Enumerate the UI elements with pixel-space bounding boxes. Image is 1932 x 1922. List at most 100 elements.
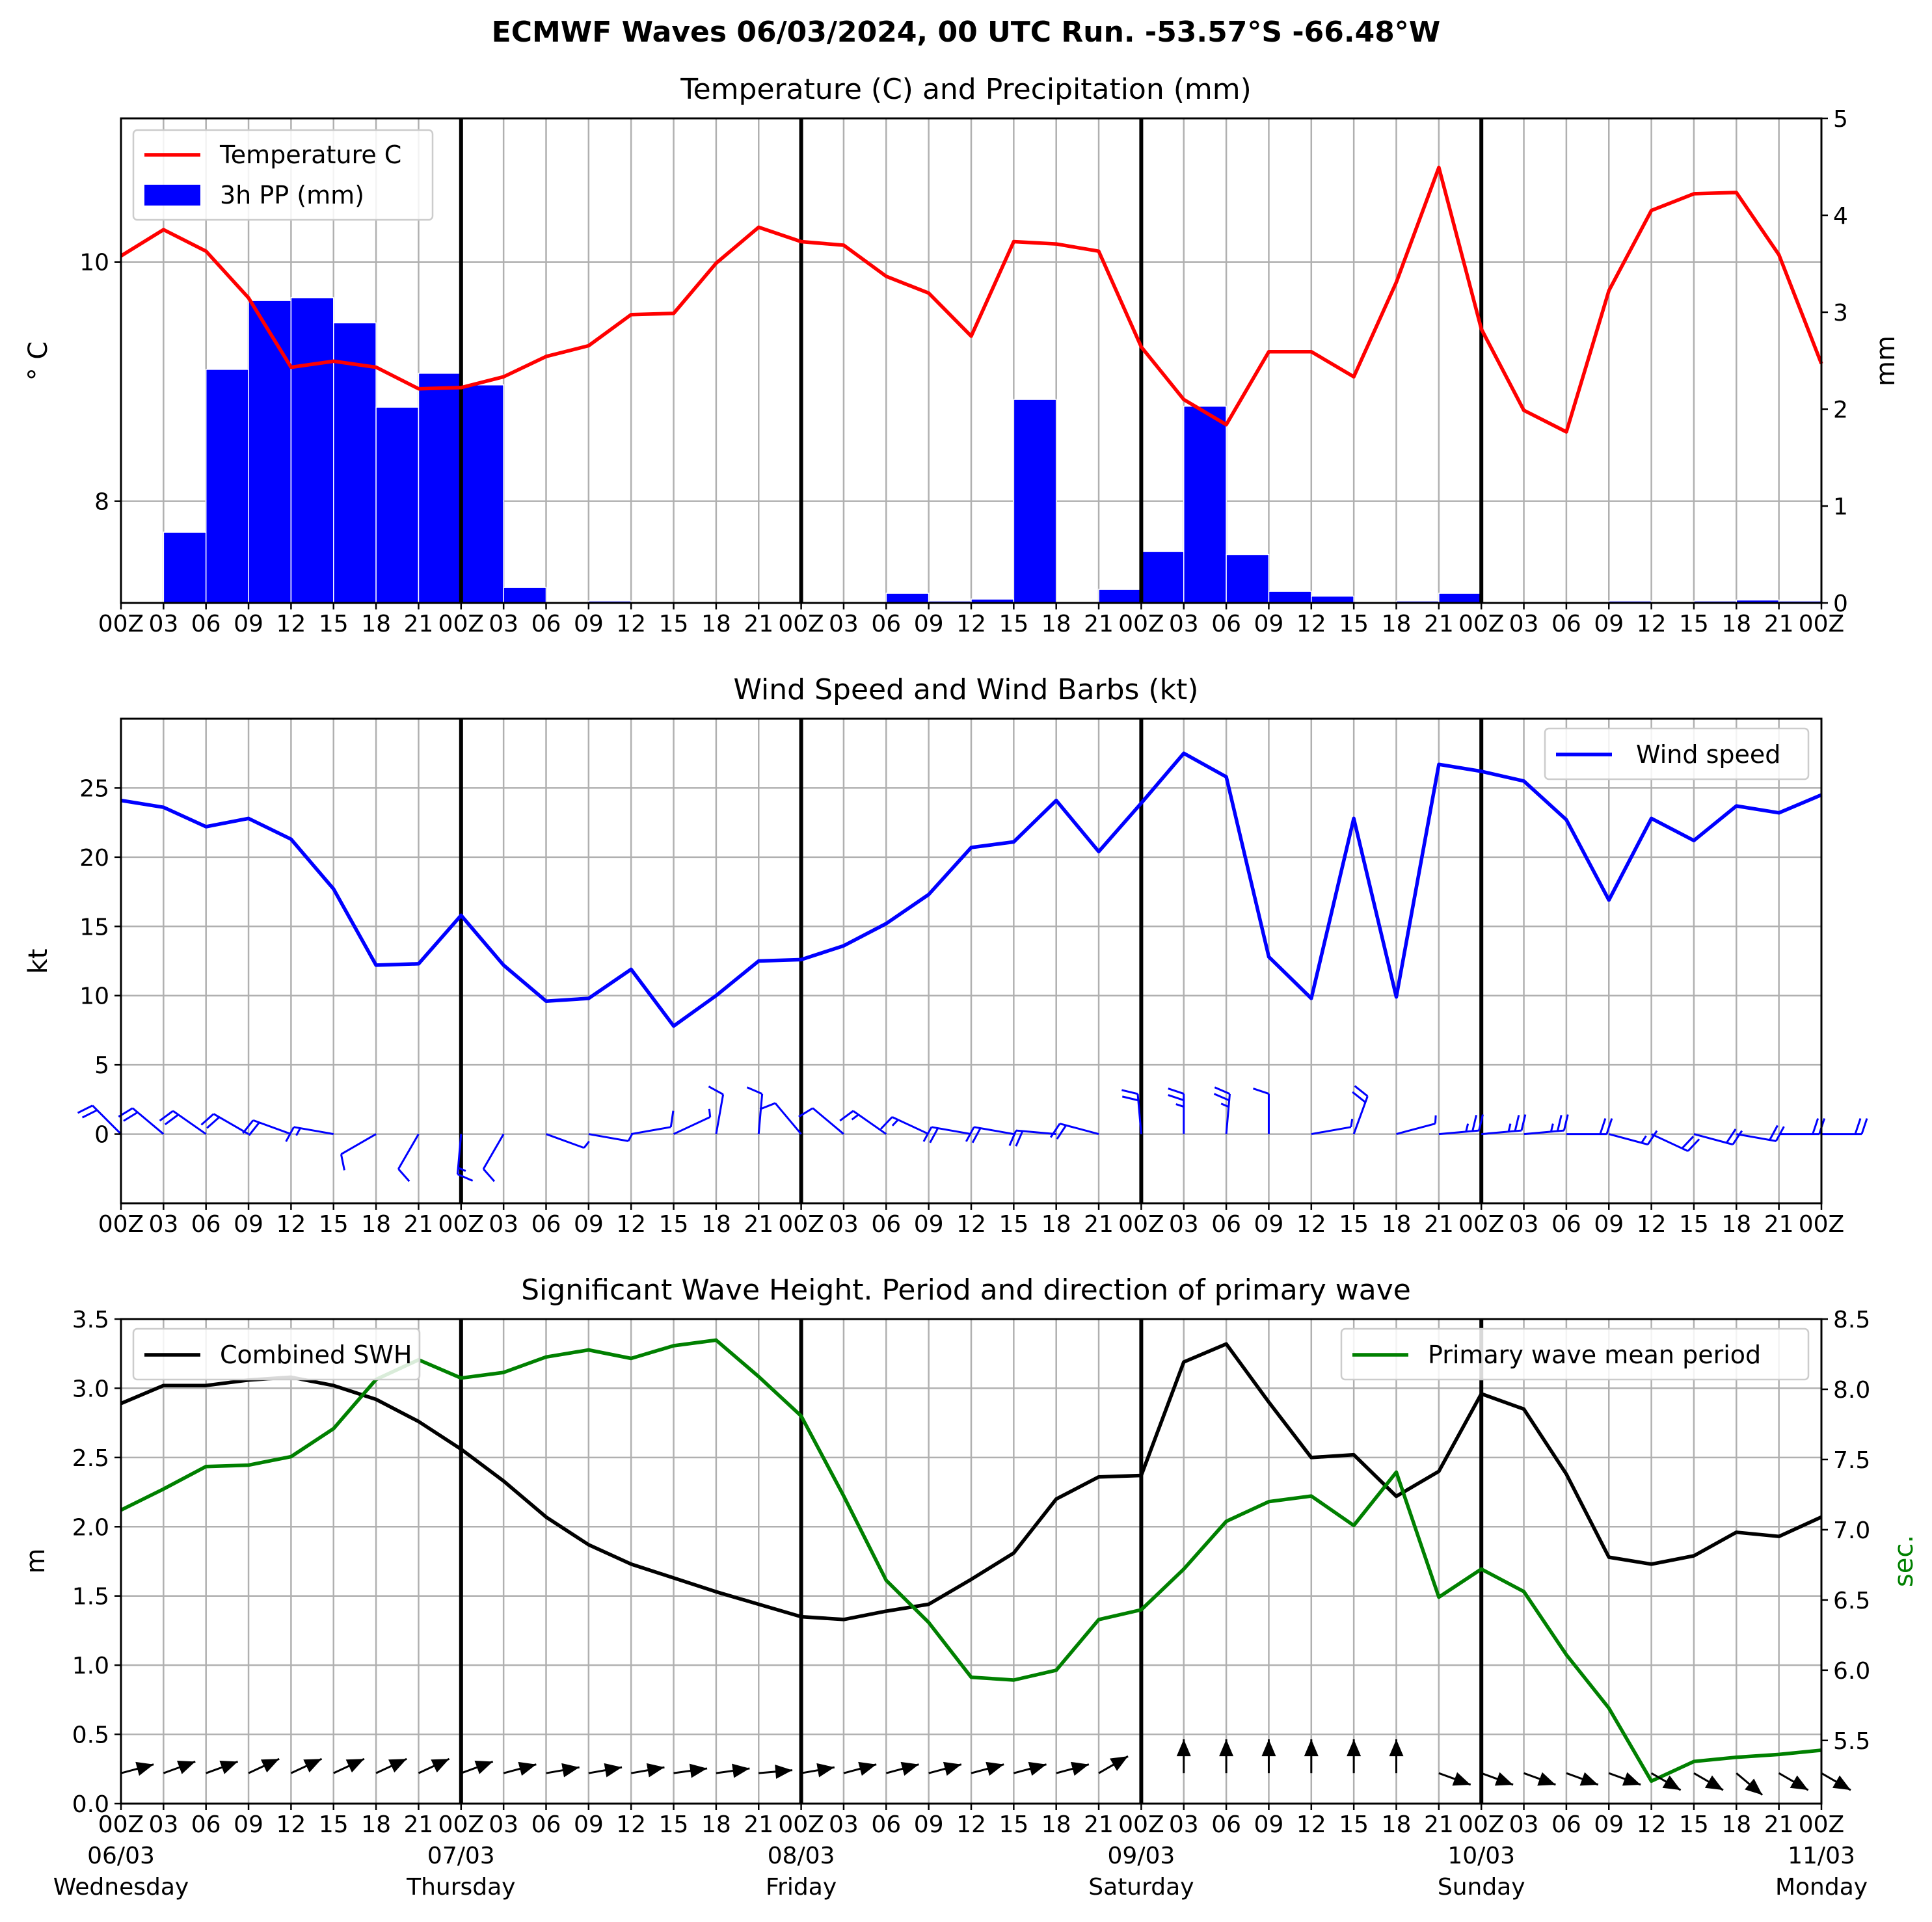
date-label: 08/03 [768, 1843, 835, 1869]
wave-arrow [673, 1763, 708, 1778]
wave-arrow [163, 1760, 196, 1774]
x-tick-label: 12 [276, 1211, 306, 1238]
barb-shaft [252, 1119, 291, 1135]
x-tick-label: 06 [191, 1211, 221, 1238]
wind-panel: Wind Speed and Wind Barbs (kt) 00Z 03 06 09… [23, 673, 1868, 1238]
wave-arrow [801, 1763, 835, 1778]
arrow-head [1832, 1775, 1851, 1791]
wave-arrow [1736, 1772, 1764, 1796]
wind-barb [839, 1110, 887, 1135]
precip-bars [163, 297, 1822, 604]
barb-shaft [812, 1107, 844, 1135]
wind-barb [1049, 1123, 1099, 1140]
x-tick-label: 00Z [1118, 611, 1164, 637]
y2-tick-label: 7.0 [1833, 1517, 1870, 1544]
precip-bar [1438, 593, 1482, 604]
arrow-head [219, 1760, 238, 1774]
x-tick-label: 18 [701, 1811, 731, 1838]
p1-ylabel: ° C [23, 341, 53, 381]
x-tick-label: 03 [489, 611, 518, 637]
barb-flag [248, 1121, 260, 1136]
arrow-head [1494, 1772, 1514, 1786]
x-tick-label: 00Z [1458, 611, 1504, 637]
temperature-line [120, 165, 1823, 434]
p2-grid [121, 719, 1821, 1203]
wave-arrow [1566, 1772, 1599, 1786]
precip-bar [1098, 589, 1142, 604]
weekday-label: Wednesday [53, 1874, 189, 1901]
barb-shaft [1311, 1126, 1352, 1136]
x-tick-label: 03 [148, 1211, 178, 1238]
wave-arrow [1608, 1772, 1641, 1786]
barb-flag [746, 1086, 763, 1095]
weekday-label: Friday [766, 1874, 837, 1901]
x-tick-label: 15 [999, 1811, 1028, 1838]
precip-bar [248, 300, 292, 604]
wave-arrow [248, 1757, 280, 1774]
barb-flag [457, 1173, 474, 1182]
x-tick-label: 21 [1084, 1211, 1114, 1238]
legend-wind-label: Wind speed [1636, 740, 1780, 769]
arrow-head [858, 1761, 877, 1776]
barb-shaft [1015, 1129, 1056, 1136]
arrow-head [1704, 1775, 1723, 1791]
x-tick-label: 21 [1424, 1811, 1454, 1838]
precip-bar [1311, 595, 1354, 604]
date-label: 09/03 [1108, 1843, 1175, 1869]
x-tick-label: 15 [999, 611, 1028, 637]
wind-barb [118, 1107, 165, 1135]
x-tick-label: 06 [1211, 1211, 1241, 1238]
x-tick-label: 00Z [1799, 611, 1844, 637]
barb-flag [929, 1127, 939, 1143]
x-tick-label: 15 [659, 1811, 689, 1838]
y-tick-label: 3.0 [72, 1376, 109, 1402]
y-tick-label: 1.5 [72, 1584, 109, 1610]
x-tick-label: 00Z [1118, 1811, 1164, 1838]
barb-shaft [1481, 1129, 1522, 1136]
arrow-head [1622, 1772, 1641, 1786]
p3-legend-period: Primary wave mean period [1340, 1328, 1810, 1381]
arrow-head [345, 1759, 364, 1773]
arrow-head [732, 1763, 750, 1778]
arrow-head [1452, 1772, 1471, 1786]
x-tick-label: 09 [234, 1811, 263, 1838]
weekday-label: Saturday [1088, 1874, 1194, 1901]
precip-bar [1013, 399, 1057, 604]
x-tick-label: 03 [1509, 1211, 1539, 1238]
barb-flag [1008, 1130, 1017, 1146]
x-tick-label: 09 [914, 1811, 944, 1838]
x-tick-label: 12 [616, 1811, 646, 1838]
barb-shaft [891, 1116, 930, 1135]
x-tick-label: 12 [956, 1211, 986, 1238]
x-tick-label: 15 [999, 1211, 1028, 1238]
barb-flag [81, 1109, 98, 1119]
weekday-label: Thursday [406, 1874, 515, 1901]
x-tick-label: 18 [361, 611, 391, 637]
wind-barb [1121, 1089, 1142, 1134]
x-tick-label: 06 [191, 1811, 221, 1838]
x-tick-label: 21 [744, 611, 773, 637]
y2-tick-label: 4 [1833, 203, 1848, 230]
barb-flag [965, 1127, 975, 1142]
x-tick-label: 06 [871, 1811, 901, 1838]
x-tick-label: 21 [744, 1811, 773, 1838]
precip-bar [461, 384, 504, 604]
x-tick-label: 18 [1041, 1811, 1071, 1838]
barb-shaft [545, 1133, 585, 1149]
barb-shaft [588, 1133, 629, 1142]
x-tick-label: 09 [914, 611, 944, 637]
arrow-head [260, 1759, 280, 1773]
y-tick-label: 0.5 [72, 1722, 109, 1749]
precip-bar [418, 373, 462, 604]
wind-barb [746, 1086, 764, 1134]
wave-arrow [1523, 1772, 1556, 1786]
wave-arrow [290, 1757, 323, 1774]
x-tick-label: 00Z [778, 611, 824, 637]
wind-barb [285, 1126, 334, 1142]
y2-tick-label: 5 [1833, 106, 1848, 133]
wave-arrow [588, 1763, 623, 1778]
wind-barb [630, 1110, 675, 1136]
precip-bar [1268, 591, 1312, 604]
y-tick-label: 10 [79, 250, 109, 276]
wind-barb [1252, 1088, 1270, 1134]
